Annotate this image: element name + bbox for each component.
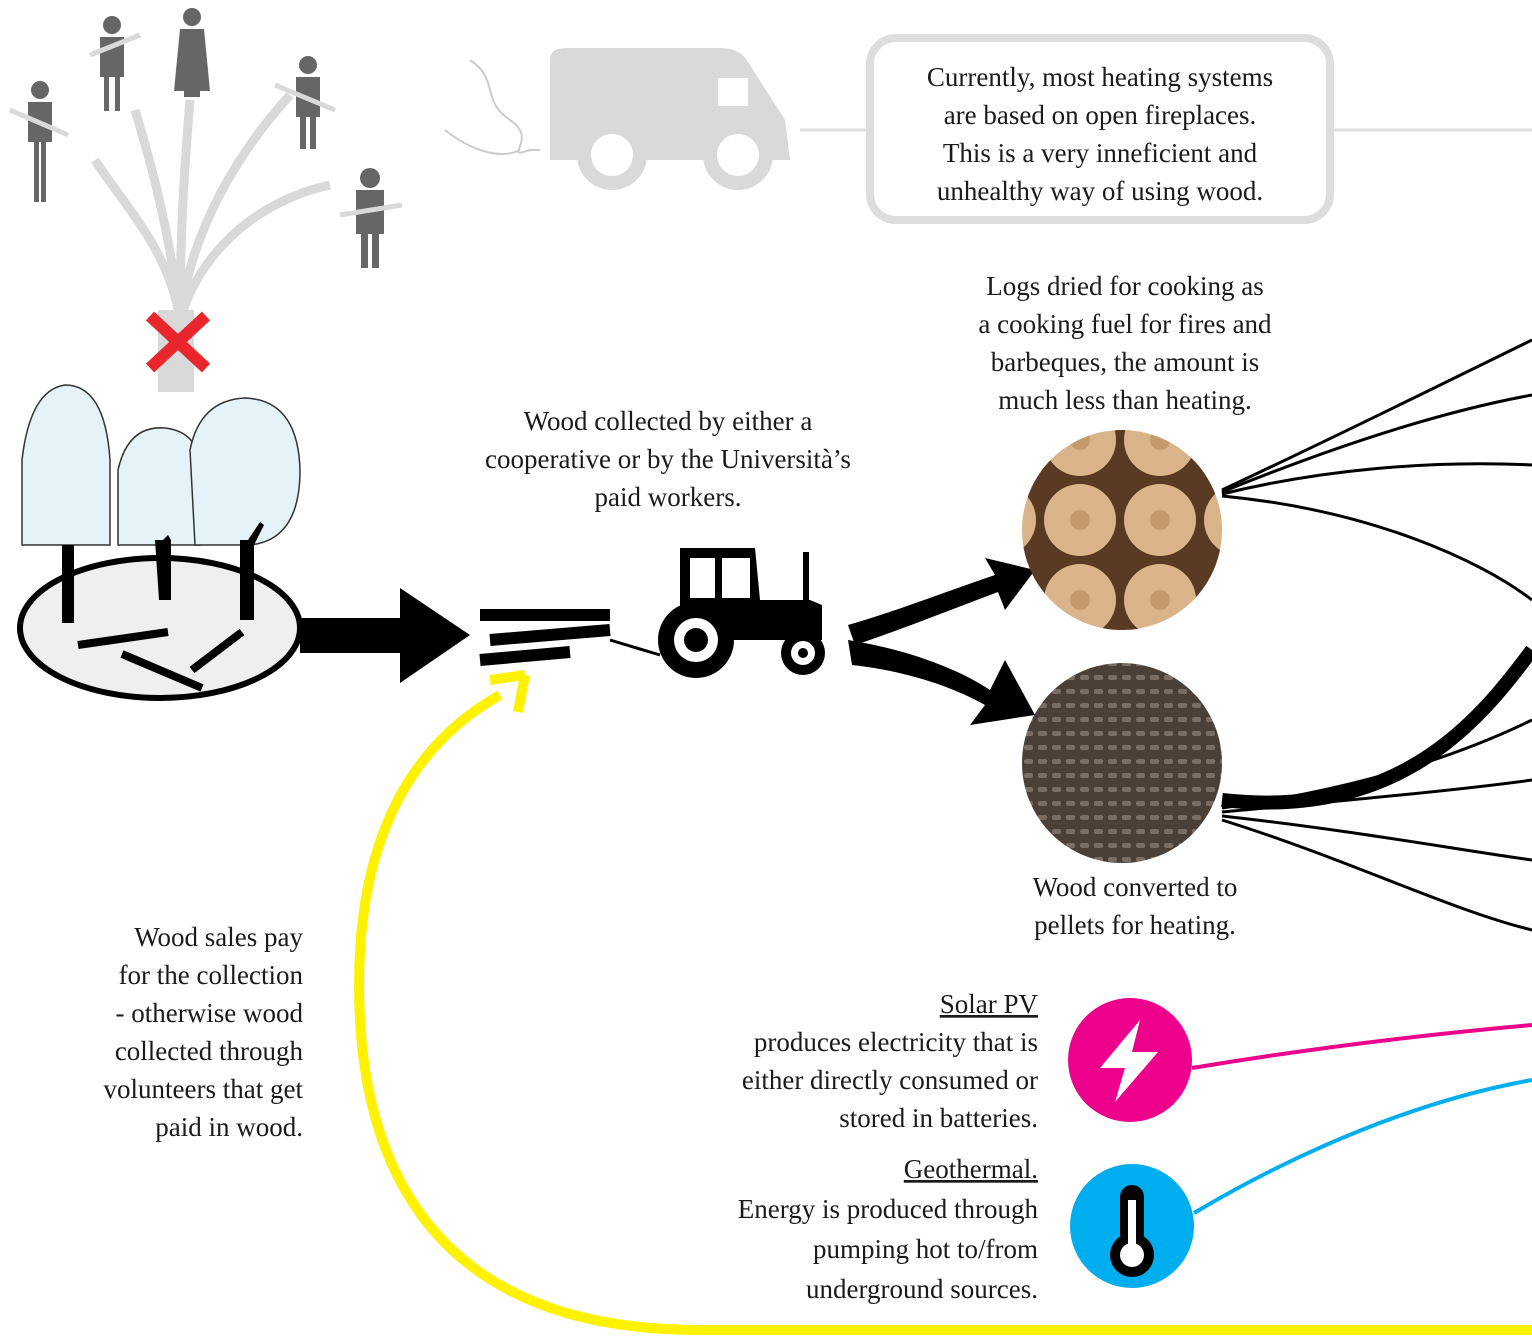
sales-text: volunteers that get bbox=[104, 1074, 304, 1104]
sales-text: Wood sales pay bbox=[134, 922, 303, 952]
collection-text: paid workers. bbox=[595, 482, 742, 512]
tractor bbox=[658, 548, 825, 678]
solar-text: either directly consumed or bbox=[742, 1065, 1038, 1095]
arrow bbox=[135, 110, 180, 320]
tree-crowns bbox=[22, 385, 300, 545]
distribution-arrows bbox=[95, 95, 330, 320]
solar-text: produces electricity that is bbox=[754, 1027, 1038, 1057]
solar-title: Solar PV bbox=[940, 989, 1039, 1019]
person bbox=[28, 81, 52, 202]
page: Currently, most heating systems are based… bbox=[0, 0, 1532, 1336]
sales-text: collected through bbox=[115, 1036, 304, 1066]
solar-line bbox=[1192, 1025, 1532, 1068]
geothermal-title: Geothermal. bbox=[904, 1154, 1038, 1184]
wood-pile bbox=[480, 615, 610, 660]
pellets-photo bbox=[1022, 663, 1222, 863]
truck-window bbox=[718, 78, 748, 106]
callout-text: are based on open fireplaces. bbox=[944, 100, 1257, 130]
truck bbox=[550, 48, 790, 183]
solar-text: stored in batteries. bbox=[839, 1103, 1038, 1133]
logs-text: a cooking fuel for fires and bbox=[978, 309, 1272, 339]
person bbox=[100, 16, 124, 111]
sales-text: paid in wood. bbox=[155, 1112, 303, 1142]
geothermal-text: pumping hot to/from bbox=[813, 1234, 1038, 1264]
callout-text: Currently, most heating systems bbox=[927, 62, 1273, 92]
exhaust bbox=[445, 60, 540, 154]
diagram: Currently, most heating systems are based… bbox=[0, 0, 1532, 1336]
hitch bbox=[610, 640, 660, 655]
callout-text: This is a very inneficient and bbox=[943, 138, 1258, 168]
collection-text: Wood collected by either a bbox=[524, 406, 813, 436]
pellet-distribution bbox=[1222, 650, 1532, 930]
log-distribution bbox=[1222, 340, 1532, 600]
logs-text: Logs dried for cooking as bbox=[986, 271, 1263, 301]
person bbox=[174, 8, 210, 97]
geothermal-text: Energy is produced through bbox=[738, 1194, 1039, 1224]
arrow bbox=[180, 185, 330, 320]
sales-text: for the collection bbox=[119, 960, 304, 990]
logs-photo bbox=[1022, 430, 1222, 630]
sales-text: - otherwise wood bbox=[116, 998, 304, 1028]
flow-arrow bbox=[300, 588, 470, 683]
geothermal-text: underground sources. bbox=[806, 1274, 1038, 1304]
pellets-text: Wood converted to bbox=[1033, 872, 1238, 902]
geothermal-line bbox=[1194, 1080, 1532, 1213]
split-arrows bbox=[848, 558, 1035, 725]
logs-text: much less than heating. bbox=[998, 385, 1251, 415]
callout-text: unhealthy way of using wood. bbox=[937, 176, 1263, 206]
pellets-text: pellets for heating. bbox=[1034, 910, 1236, 940]
person bbox=[356, 168, 384, 268]
logs-text: barbeques, the amount is bbox=[991, 347, 1259, 377]
collection-text: cooperative or by the Università’s bbox=[485, 444, 851, 474]
